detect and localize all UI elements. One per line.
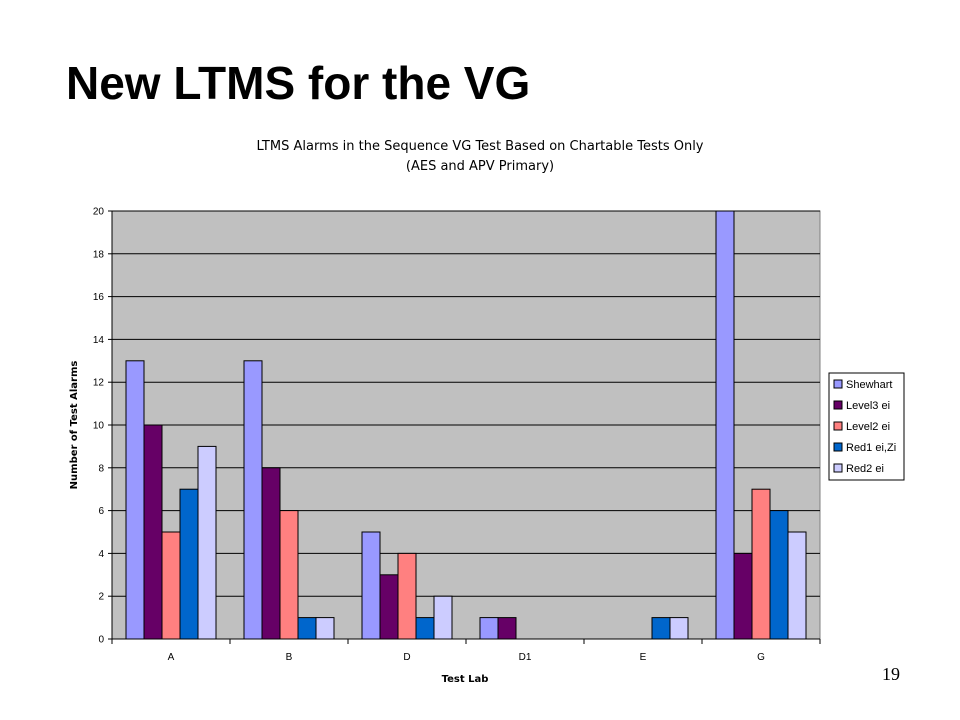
y-axis-label: Number of Test Alarms [69, 361, 80, 490]
y-tick-label: 12 [93, 378, 105, 389]
chart-subtitle: (AES and APV Primary) [406, 159, 554, 174]
legend-label: Level2 ei [846, 421, 890, 433]
bar [651, 617, 671, 640]
legend-label: Level3 ei [846, 400, 890, 412]
bar [125, 360, 145, 640]
bar [279, 510, 299, 640]
legend-swatch [833, 379, 843, 389]
bar [261, 467, 281, 640]
x-tick-label: G [757, 652, 765, 663]
y-tick-label: 2 [98, 592, 104, 603]
bar [297, 617, 317, 640]
y-tick-label: 0 [98, 635, 104, 646]
bar [179, 488, 199, 640]
y-tick-label: 10 [93, 421, 105, 432]
bars [125, 210, 807, 640]
y-tick-label: 16 [93, 292, 105, 303]
legend-swatch [833, 463, 843, 473]
slide-title: New LTMS for the VG [66, 57, 531, 109]
y-tick-label: 20 [93, 207, 105, 218]
x-tick-label: D1 [519, 652, 532, 663]
x-axis-ticks: A B D D1 E G [111, 639, 821, 663]
legend-swatch [833, 421, 843, 431]
bar [715, 210, 735, 640]
bar [497, 617, 517, 640]
legend-swatch [833, 400, 843, 410]
bar [751, 488, 771, 640]
bar [197, 445, 217, 640]
page-number: 19 [882, 664, 900, 684]
bar [243, 360, 263, 640]
x-tick-label: E [640, 652, 647, 663]
legend: Shewhart Level3 ei Level2 ei Red1 ei,Zi Red2… [828, 372, 905, 481]
gridlines [112, 210, 820, 597]
chart-title: LTMS Alarms in the Sequence VG Test Base… [256, 139, 703, 154]
legend-label: Red2 ei [846, 463, 884, 475]
y-tick-label: 4 [98, 549, 104, 560]
x-axis-label: Test Lab [442, 674, 489, 685]
bar [397, 552, 417, 640]
y-tick-label: 6 [98, 506, 104, 517]
x-tick-label: A [168, 652, 175, 663]
legend-label: Red1 ei,Zi [846, 442, 896, 454]
bar [769, 510, 789, 640]
bar [733, 552, 753, 640]
bar [315, 617, 335, 640]
bar [161, 531, 181, 640]
legend-swatch [833, 442, 843, 452]
x-tick-label: B [286, 652, 293, 663]
y-tick-label: 18 [93, 249, 105, 260]
bar [379, 574, 399, 640]
bar [669, 617, 689, 640]
x-tick-label: D [403, 652, 410, 663]
bar [143, 424, 163, 640]
y-tick-label: 14 [93, 335, 105, 346]
bar [479, 617, 499, 640]
bar [433, 595, 453, 640]
legend-label: Shewhart [846, 379, 892, 391]
y-tick-label: 8 [98, 463, 104, 474]
bar [787, 531, 807, 640]
bar [361, 531, 381, 640]
bar [415, 617, 435, 640]
